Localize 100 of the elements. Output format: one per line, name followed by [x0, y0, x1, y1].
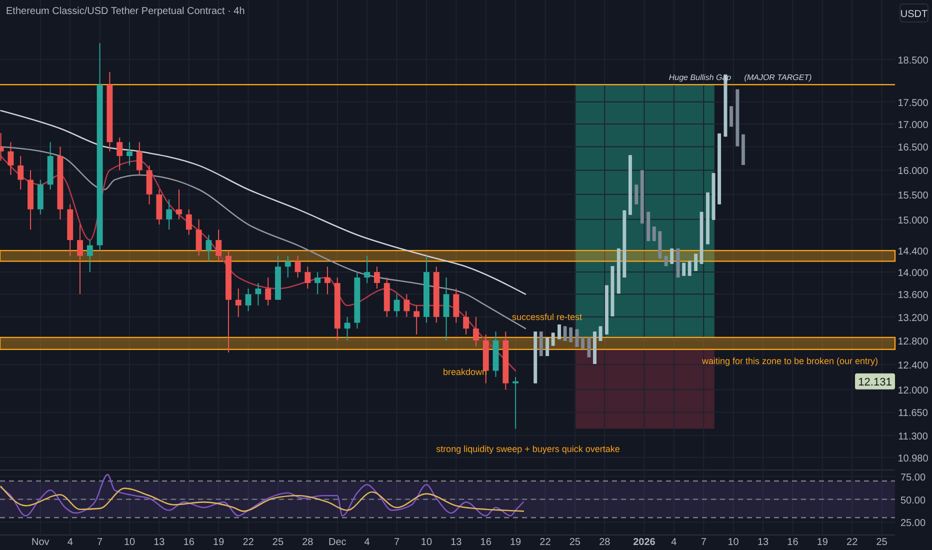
- y-tick-label: 12.400: [898, 360, 929, 372]
- y-tick-label: 11.650: [898, 408, 928, 420]
- y-tick-label: 15.500: [898, 190, 929, 202]
- x-tick-label: 22: [846, 537, 858, 548]
- y-tick-label: 17.000: [898, 120, 929, 131]
- y-tick-label: 50.00: [900, 495, 926, 506]
- annotation: strong liquidity sweep + buyers quick overtake: [436, 444, 620, 454]
- x-tick-label: 19: [816, 537, 828, 548]
- x-tick-label: 25: [569, 537, 581, 548]
- y-tick-label: 14.000: [898, 268, 929, 280]
- line-series: [0, 474, 524, 516]
- candlestick: [294, 255, 301, 278]
- candlestick: [730, 106, 733, 128]
- y-tick-label: 15.000: [898, 215, 929, 226]
- annotation: waiting for this zone to be broken (our entry): [700, 356, 878, 366]
- candlestick: [374, 266, 380, 290]
- candlestick: [245, 288, 252, 312]
- candlestick: [235, 288, 242, 318]
- x-tick-label: 19: [213, 537, 225, 548]
- x-tick-label: 16: [787, 537, 799, 548]
- candlestick: [136, 142, 142, 176]
- y-tick-label: 75.00: [900, 472, 926, 484]
- candlestick: [126, 142, 132, 166]
- candlestick: [86, 240, 93, 273]
- x-tick-label: 28: [599, 537, 611, 548]
- x-tick-label: 10: [420, 537, 432, 548]
- candlestick: [314, 272, 321, 295]
- y-tick-label: 13.600: [898, 290, 929, 302]
- x-tick-label: Nov: [32, 537, 50, 548]
- x-tick-label: 25: [876, 537, 888, 548]
- candlestick: [688, 260, 692, 276]
- candlestick: [166, 198, 172, 230]
- candlestick: [255, 282, 262, 306]
- candlestick: [512, 376, 519, 430]
- candlestick: [116, 137, 123, 171]
- candlestick: [652, 226, 656, 242]
- candlestick: [404, 294, 410, 318]
- x-tick-label: 28: [302, 537, 314, 548]
- candlestick: [453, 288, 460, 324]
- x-tick-label: 19: [510, 537, 522, 548]
- candlestick: [18, 156, 24, 190]
- x-tick-label: 13: [450, 537, 462, 548]
- candlestick: [551, 332, 555, 346]
- candlestick: [394, 294, 400, 318]
- x-tick-label: 7: [700, 537, 707, 548]
- candlestick: [634, 184, 638, 205]
- x-tick-label: 25: [272, 537, 284, 548]
- candlestick: [414, 304, 420, 335]
- annotation: 12.131: [858, 376, 892, 388]
- candlestick: [324, 266, 330, 295]
- x-tick-label: 10: [728, 537, 740, 548]
- x-tick-label: 4: [67, 537, 74, 548]
- x-tick-label: 22: [242, 537, 254, 548]
- candlestick: [186, 208, 192, 236]
- y-tick-label: 12.000: [898, 386, 929, 397]
- y-tick-label: 25.00: [900, 518, 926, 530]
- candlestick: [463, 310, 470, 335]
- candlestick: [77, 224, 83, 295]
- y-tick-label: 13.200: [898, 312, 929, 324]
- candlestick: [472, 316, 479, 347]
- candlestick: [682, 262, 686, 276]
- y-tick-label: 16.000: [898, 166, 929, 178]
- candlestick: [563, 326, 567, 342]
- y-tick-label: 14.400: [898, 246, 929, 258]
- candlestick: [364, 255, 370, 284]
- x-tick-label: 7: [394, 537, 400, 548]
- y-tick-label: 17.500: [898, 98, 929, 109]
- candlestick: [587, 336, 591, 358]
- candlestick: [284, 255, 291, 278]
- y-tick-label: 16.500: [898, 142, 929, 154]
- x-tick-label: 10: [124, 537, 136, 548]
- text: Ethereum Classic/USD Tether Perpetual Contract · 4h: [6, 6, 245, 17]
- candlestick: [304, 266, 311, 290]
- y-axis-title: USDT: [900, 9, 928, 20]
- annotation: successful re-test: [512, 312, 583, 322]
- candlestick: [176, 189, 182, 220]
- x-tick-label: 22: [540, 537, 552, 548]
- candlestick: [265, 277, 272, 306]
- y-tick-label: 10.980: [898, 453, 929, 464]
- x-tick-label: 16: [480, 537, 492, 548]
- y-tick-label: 18.500: [898, 55, 929, 66]
- line-series: [0, 486, 524, 512]
- candlestick: [443, 277, 450, 341]
- candlestick: [344, 316, 350, 341]
- x-tick-label: 13: [757, 537, 770, 548]
- annotation: (MAJOR TARGET): [744, 73, 812, 82]
- x-tick-label: 4: [671, 537, 678, 548]
- x-tick-label: 7: [97, 537, 104, 548]
- candlestick: [694, 253, 698, 272]
- candlestick: [670, 248, 674, 264]
- x-tick-label: 16: [183, 537, 195, 548]
- candlestick: [206, 234, 212, 262]
- candlestick: [216, 229, 222, 262]
- x-tick-label: 4: [364, 537, 370, 548]
- x-tick-label: 13: [154, 537, 166, 548]
- x-tick-label: 2026: [633, 537, 656, 548]
- y-tick-label: 11.300: [898, 431, 928, 442]
- line-series: [0, 110, 526, 295]
- y-tick-label: 12.800: [898, 336, 929, 348]
- candlestick: [8, 142, 14, 176]
